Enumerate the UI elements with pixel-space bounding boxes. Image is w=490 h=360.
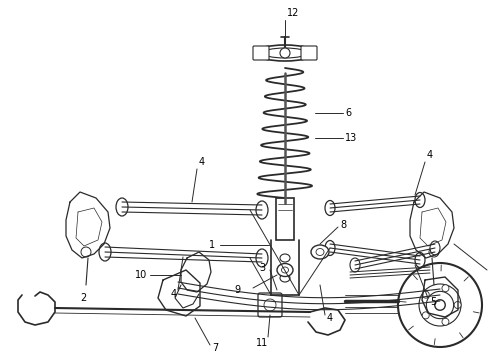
Text: 4: 4	[327, 313, 333, 323]
FancyBboxPatch shape	[253, 46, 269, 60]
Text: 11: 11	[256, 338, 268, 348]
Ellipse shape	[415, 252, 425, 267]
Ellipse shape	[419, 284, 461, 326]
Ellipse shape	[280, 48, 290, 58]
FancyBboxPatch shape	[301, 46, 317, 60]
Ellipse shape	[316, 248, 324, 256]
Ellipse shape	[435, 300, 445, 310]
Text: 13: 13	[345, 133, 357, 143]
Ellipse shape	[429, 247, 439, 257]
Ellipse shape	[256, 249, 268, 267]
Ellipse shape	[280, 274, 290, 282]
Text: 4: 4	[427, 150, 433, 160]
Bar	[276, 198, 294, 240]
Ellipse shape	[254, 45, 316, 61]
Ellipse shape	[422, 312, 429, 319]
Ellipse shape	[311, 245, 329, 259]
Ellipse shape	[426, 291, 454, 319]
Text: 2: 2	[80, 293, 86, 303]
Text: 2: 2	[489, 267, 490, 277]
Ellipse shape	[263, 48, 307, 58]
Text: 8: 8	[340, 220, 346, 230]
Ellipse shape	[256, 201, 268, 219]
Ellipse shape	[280, 254, 290, 262]
Ellipse shape	[325, 240, 335, 256]
FancyBboxPatch shape	[258, 293, 282, 317]
Ellipse shape	[442, 285, 449, 292]
Text: 7: 7	[212, 343, 218, 353]
Ellipse shape	[398, 263, 482, 347]
Text: 3: 3	[259, 263, 265, 273]
Text: 10: 10	[135, 270, 147, 280]
Text: 9: 9	[234, 285, 240, 295]
Ellipse shape	[116, 198, 128, 216]
Ellipse shape	[442, 318, 449, 325]
Ellipse shape	[81, 247, 91, 257]
Ellipse shape	[325, 201, 335, 216]
Text: 1: 1	[209, 240, 215, 250]
Text: 12: 12	[287, 8, 299, 18]
Ellipse shape	[264, 299, 276, 311]
Ellipse shape	[277, 264, 293, 276]
Ellipse shape	[415, 193, 425, 207]
Ellipse shape	[454, 302, 461, 309]
Ellipse shape	[99, 243, 111, 261]
Ellipse shape	[430, 241, 440, 255]
Text: 4: 4	[199, 157, 205, 167]
Text: 6: 6	[345, 108, 351, 118]
Ellipse shape	[281, 267, 289, 273]
Ellipse shape	[422, 291, 429, 298]
Ellipse shape	[350, 258, 360, 272]
Text: 5: 5	[430, 297, 436, 307]
Text: 4: 4	[171, 289, 177, 299]
